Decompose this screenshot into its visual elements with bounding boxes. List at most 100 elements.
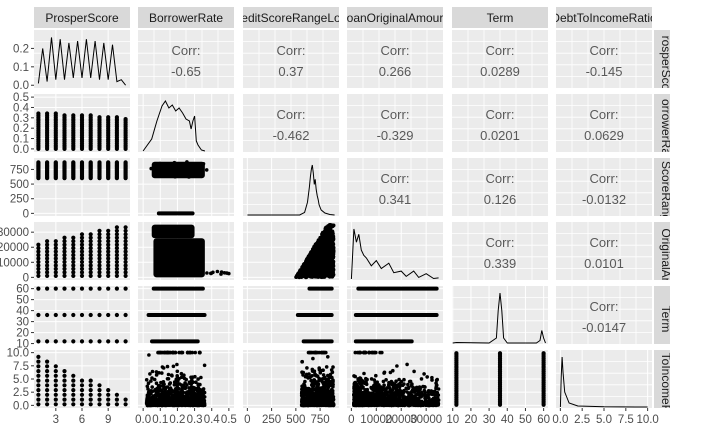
scatter-point <box>88 286 93 291</box>
correlation-value: -0.0132 <box>582 192 626 207</box>
scatter-point <box>123 256 128 261</box>
scatter-point <box>71 239 76 244</box>
scatter-point <box>302 403 307 408</box>
scatter-point <box>123 286 128 291</box>
scatter-point <box>397 402 402 406</box>
scatter-point <box>164 171 169 175</box>
scatter-point <box>88 383 93 388</box>
row-strip <box>654 222 670 280</box>
scatter-point-band <box>295 313 334 317</box>
scatter-point <box>79 242 85 247</box>
scatter-point <box>106 246 111 251</box>
scatter-point <box>53 111 58 116</box>
scatter-point <box>310 403 315 407</box>
scatter-point <box>189 385 194 390</box>
scatter-point <box>36 160 41 165</box>
scatter-point <box>71 266 76 271</box>
scatter-point <box>158 350 163 355</box>
scatter-point <box>306 350 311 355</box>
scatter-point <box>53 392 58 397</box>
scatter-point <box>326 245 331 249</box>
scatter-point <box>177 350 181 355</box>
scatter-point <box>154 373 159 377</box>
correlation-value: 0.339 <box>484 256 517 271</box>
scatter-point-band <box>353 339 414 344</box>
correlation-label: Corr: <box>486 235 515 250</box>
scatter-point <box>71 312 76 318</box>
scatter-point <box>149 403 154 408</box>
scatter-point <box>180 350 185 355</box>
scatter-point <box>88 160 93 165</box>
scatter-point <box>150 376 154 380</box>
scatter-point <box>71 402 76 407</box>
scatter-point <box>71 253 76 258</box>
scatter-point <box>71 242 76 247</box>
scatter-point <box>310 392 315 396</box>
scatter-point <box>88 402 93 407</box>
row-strip-label: OriginalAr <box>659 228 673 281</box>
scatter-point <box>325 241 330 246</box>
correlation-value: 0.0289 <box>480 64 520 79</box>
scatter-point <box>167 382 172 386</box>
scatter-point <box>36 242 41 247</box>
scatter-point <box>322 238 327 242</box>
scatter-point <box>123 228 128 233</box>
scatter-point <box>71 270 76 275</box>
scatter-point <box>106 402 111 407</box>
scatter-point <box>106 256 111 261</box>
scatter-point <box>53 286 58 291</box>
scatter-point <box>71 383 76 388</box>
scatter-point <box>330 379 335 383</box>
scatter-point <box>106 160 111 165</box>
scatter-point <box>151 398 156 402</box>
scatter-point <box>53 263 58 268</box>
scatter-point <box>45 259 50 265</box>
scatter-point <box>325 382 330 386</box>
scatter-point <box>201 162 206 166</box>
scatter-point <box>79 259 85 265</box>
scatter-point <box>160 383 165 388</box>
scatter-point <box>114 402 119 407</box>
scatter-point <box>328 398 333 403</box>
scatter-point <box>88 256 93 261</box>
scatter-point <box>88 239 93 244</box>
scatter-point <box>71 392 76 397</box>
scatter-point <box>97 312 102 318</box>
scatter-point <box>312 369 317 374</box>
scatter-point-cluster <box>153 238 205 278</box>
scatter-point <box>36 273 41 278</box>
scatter-point <box>155 394 160 398</box>
scatter-point <box>106 339 111 344</box>
panel-background <box>138 94 234 152</box>
scatter-point <box>79 402 85 407</box>
scatter-point <box>165 364 170 369</box>
scatter-point <box>321 382 326 387</box>
scatter-point <box>322 403 326 408</box>
scatter-point <box>79 397 85 402</box>
scatter-point <box>163 403 167 407</box>
scatter-point <box>106 266 111 271</box>
scatter-point <box>97 270 102 275</box>
panel-background <box>243 158 339 216</box>
scatter-point <box>146 390 151 395</box>
scatter-point <box>402 377 406 382</box>
scatter-point <box>303 374 308 379</box>
scatter-point <box>160 371 164 375</box>
scatter-point <box>407 379 412 384</box>
scatter-point <box>196 386 201 390</box>
scatter-point <box>62 160 67 165</box>
scatter-point <box>191 396 196 401</box>
scatter-point <box>88 312 93 318</box>
scatter-point <box>123 225 128 230</box>
scatter-point <box>183 164 188 169</box>
scatter-point <box>36 249 41 254</box>
scatter-point <box>97 115 102 120</box>
scatter-point <box>175 362 179 367</box>
scatter-point <box>106 286 111 291</box>
scatter-point <box>320 258 325 262</box>
scatter-point <box>306 402 310 407</box>
scatter-point <box>53 369 58 374</box>
correlation-value: -0.0147 <box>582 320 626 335</box>
scatter-point <box>36 369 41 374</box>
